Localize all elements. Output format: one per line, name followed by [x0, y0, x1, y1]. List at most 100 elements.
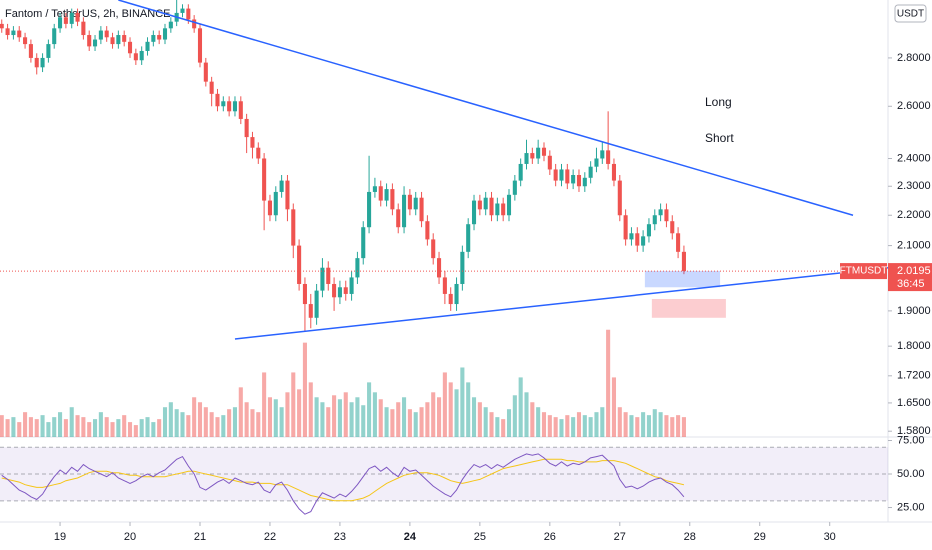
candle-body [267, 200, 272, 216]
volume-bar [396, 402, 401, 437]
volume-bar [623, 412, 628, 437]
candle-body [594, 158, 599, 167]
candle-body [384, 189, 389, 201]
candle-body [641, 236, 646, 246]
candle-body [186, 8, 191, 20]
candle-body [133, 53, 138, 61]
candle-body [238, 101, 243, 119]
annotation: Long [705, 95, 732, 109]
candle-body [629, 233, 634, 240]
y-tick-label: 1.8000 [897, 340, 931, 352]
candle-body [40, 57, 45, 68]
volume-bar [17, 422, 22, 437]
candle-body [676, 233, 681, 252]
currency-box[interactable] [894, 4, 927, 23]
y-tick-label: 1.7200 [897, 370, 931, 382]
candle-body [203, 62, 208, 82]
volume-bar [0, 415, 4, 437]
candle-body [197, 28, 203, 63]
candle-body [606, 150, 611, 164]
candle-body [244, 118, 249, 138]
volume-bar [448, 382, 453, 437]
chart-title: Fantom / TetherUS, 2h, BINANCE [5, 8, 170, 20]
volume-bar [215, 417, 220, 437]
candle-body [250, 137, 255, 148]
candle-body [565, 169, 570, 184]
volume-bar [58, 412, 63, 437]
candle-body [343, 287, 348, 294]
candle-body [69, 12, 74, 24]
candle-body [664, 209, 669, 222]
candle-body [396, 209, 401, 228]
volume-bar [378, 399, 383, 437]
candle-body [17, 30, 22, 38]
candle-body [489, 197, 494, 216]
candle-body [547, 155, 552, 170]
candle-body [157, 35, 162, 40]
candle-body [454, 283, 459, 305]
volume-bar [367, 382, 372, 437]
candle-body [337, 287, 342, 298]
candle-body [477, 200, 482, 210]
volume-bar [431, 392, 436, 437]
candle-body [262, 158, 267, 201]
volume-bar [267, 397, 272, 437]
y-tick-label: 2.4000 [897, 152, 931, 164]
volume-bar [588, 417, 593, 437]
candle-body [559, 169, 564, 181]
candle-body [256, 147, 261, 159]
currency-label[interactable]: USDT [897, 9, 924, 20]
volume-bar [81, 417, 86, 437]
candle-body [162, 28, 168, 40]
candle-body [227, 101, 232, 112]
candle-body [279, 180, 284, 192]
volume-bar [75, 415, 80, 437]
volume-bar [402, 397, 407, 437]
x-tick-label: 25 [474, 531, 486, 543]
candle-body [302, 283, 307, 305]
volume-bar [63, 419, 68, 437]
candle-body [658, 209, 663, 216]
x-tick-label: 21 [194, 531, 206, 543]
candle-body [413, 197, 418, 210]
volume-bar [419, 407, 424, 437]
candle-body [127, 41, 133, 54]
volume-bar [122, 415, 127, 437]
candle-body [442, 277, 447, 294]
volume-bar [547, 415, 552, 437]
volume-bar [285, 392, 290, 437]
candle-body [145, 41, 150, 51]
volume-bar [466, 382, 471, 437]
volume-bar [483, 407, 488, 437]
volume-bar [635, 417, 640, 437]
volume-bar [209, 412, 214, 437]
volume-bar [256, 412, 261, 437]
volume-bar [512, 395, 517, 437]
volume-bar [530, 402, 535, 437]
position-zone [651, 298, 726, 318]
candle-body [471, 200, 477, 225]
volume-bar [407, 409, 412, 437]
volume-bar [611, 377, 617, 437]
y-tick-label: 2.2000 [897, 209, 931, 221]
candle-body [518, 163, 523, 181]
volume-bar [676, 415, 681, 437]
candle-body [681, 251, 686, 272]
x-tick-label: 27 [614, 531, 626, 543]
position-zone [644, 270, 721, 288]
volume-bar [442, 372, 447, 437]
volume-bar [454, 389, 459, 437]
candle-body [402, 194, 407, 228]
candle-body [582, 177, 587, 187]
candle-body [11, 30, 16, 36]
volume-bar [582, 415, 587, 437]
volume-bar [262, 372, 267, 437]
volume-bar [162, 407, 168, 437]
volume-bar [384, 407, 389, 437]
volume-bar [5, 419, 10, 437]
volume-bar [87, 422, 92, 437]
candle-body [116, 35, 121, 45]
volume-bar [23, 412, 28, 437]
volume-bar [594, 412, 599, 437]
